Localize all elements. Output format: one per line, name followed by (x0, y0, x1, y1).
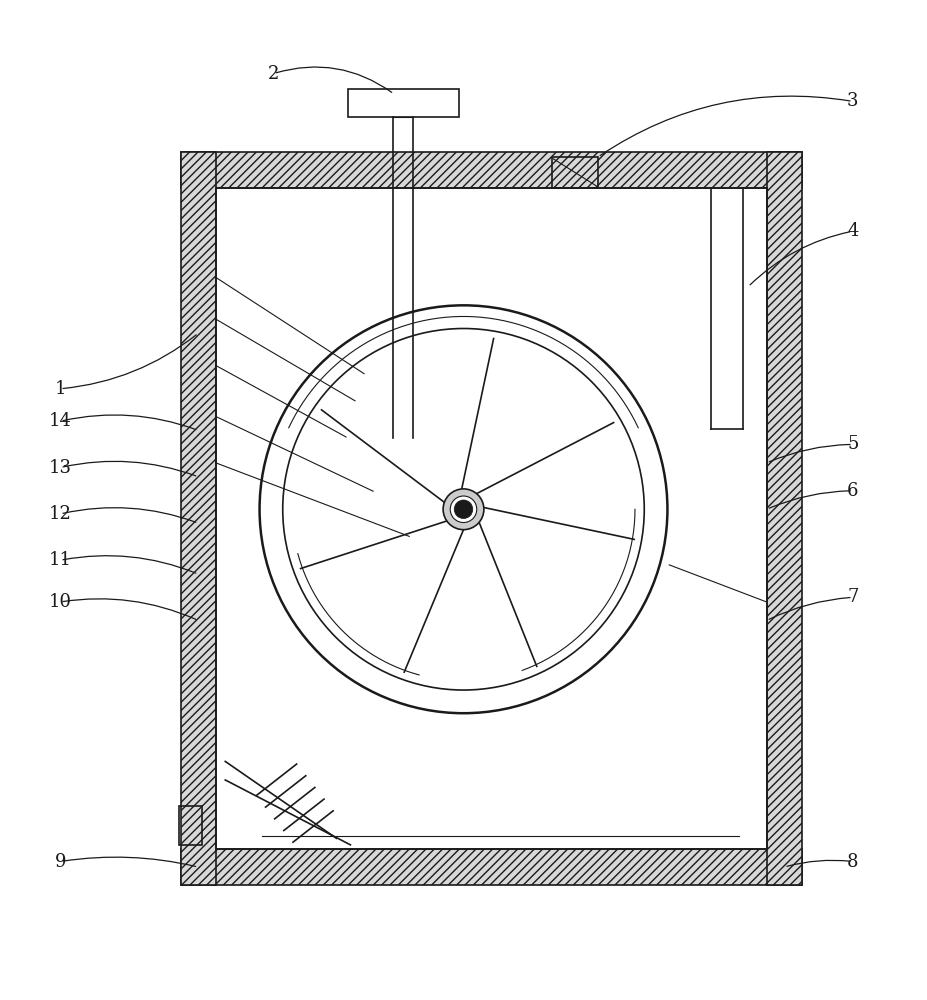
Bar (348, 89, 459, 117)
Text: 1: 1 (55, 380, 66, 398)
Text: 6: 6 (847, 482, 858, 500)
Text: 12: 12 (49, 505, 71, 523)
Bar (552, 157, 598, 188)
Circle shape (443, 489, 484, 530)
Text: 11: 11 (49, 551, 71, 569)
Bar (181, 152, 802, 188)
Circle shape (451, 496, 476, 523)
Bar (181, 152, 216, 885)
Circle shape (454, 500, 473, 519)
Text: 14: 14 (49, 412, 71, 430)
Text: 10: 10 (49, 593, 71, 611)
Bar (216, 188, 767, 849)
Text: 2: 2 (268, 65, 279, 83)
Text: 8: 8 (847, 853, 858, 871)
Text: 13: 13 (49, 459, 71, 477)
Text: 3: 3 (847, 92, 858, 110)
Bar (179, 806, 202, 845)
Text: 9: 9 (55, 853, 66, 871)
Bar (767, 152, 802, 885)
Bar (181, 849, 802, 885)
Text: 4: 4 (847, 222, 858, 240)
Text: 5: 5 (847, 435, 858, 453)
Text: 7: 7 (847, 588, 858, 606)
